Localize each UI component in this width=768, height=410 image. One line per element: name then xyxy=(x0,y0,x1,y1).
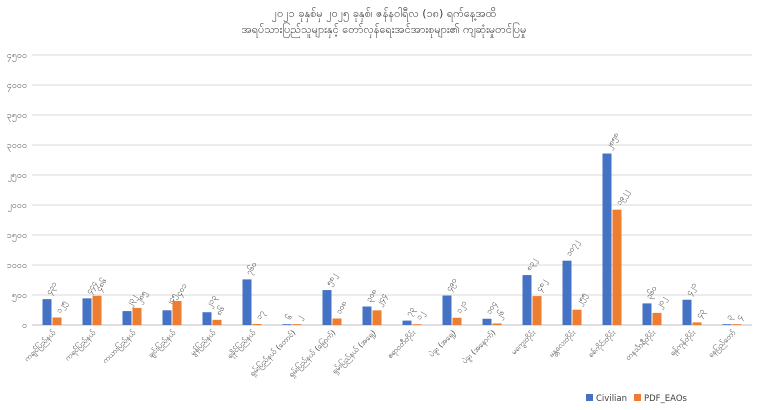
x-tick-label: ချင်းပြည်နယ် xyxy=(146,328,178,360)
x-tick-label: ကယားပြည်နယ် xyxy=(100,328,138,366)
y-tick-label: ၄၅၀၀ xyxy=(7,51,27,62)
bar-civilian xyxy=(682,299,692,325)
x-tick-label: ဧရာဝတီတိုင်း xyxy=(385,328,418,361)
x-tick-label: ကရင်ပြည်နယ် xyxy=(63,328,98,363)
bar-pdf-eaos xyxy=(732,324,742,325)
bar-pdf-eaos xyxy=(212,319,222,325)
x-tick-label: ရန်ကုန်တိုင်း xyxy=(668,328,698,358)
y-tick-label: ၃၀၀၀ xyxy=(7,141,27,152)
y-tick-label: ၂၅၀၀ xyxy=(7,171,27,182)
chart-title-line: ၂၀၂၁ ခုနှစ်မှ ၂၀၂၅ ခုနှစ်၊ ဇန်နဝါရီလ (၁၈… xyxy=(272,7,497,22)
data-label: ၁၀၈ xyxy=(334,299,349,315)
x-tick-label: ပဲခူး (အရှေ့) xyxy=(427,328,458,359)
gridlines xyxy=(32,54,752,326)
x-tick-label: စစ်ကိုင်းတိုင်း xyxy=(586,328,618,360)
bar-pdf-eaos xyxy=(372,310,382,325)
y-tick-label: ၂၀၀၀ xyxy=(7,201,27,212)
y-axis-ticks: ၀ ၅၀၀ ၁၀၀၀ ၁၅၀၀ ၂၀၀၀ ၂၅၀၀ ၃၀၀၀ ၃၅၀၀ ၄၀၀၀ ၄၅၀၀ xyxy=(7,51,27,331)
bar-civilian xyxy=(642,303,652,325)
bar-civilian xyxy=(242,279,252,325)
bar-pdf-eaos xyxy=(612,209,622,325)
data-label: ၆ xyxy=(283,312,294,321)
bar-civilian xyxy=(522,275,532,325)
data-label: ၂၈၅၈ xyxy=(604,131,622,152)
y-tick-label: ၄၀၀၀ xyxy=(7,81,27,92)
data-label: ၂၅၅ xyxy=(574,291,590,308)
data-label: ၁၂၁ xyxy=(454,299,470,316)
bar-pdf-eaos xyxy=(92,295,102,325)
data-label: ၁၂ xyxy=(414,309,428,322)
y-tick-label: ၃၅၀၀ xyxy=(7,111,27,122)
data-label: ၄၈၆ xyxy=(93,276,110,294)
bar-pdf-eaos xyxy=(532,296,542,325)
bar-civilian xyxy=(402,320,412,325)
bar-pdf-eaos xyxy=(692,322,702,325)
bar-pdf-eaos xyxy=(52,317,62,325)
x-tick-label: မကွေးတိုင်း xyxy=(509,328,538,357)
x-tick-label: ရခိုင်ပြည်နယ် xyxy=(225,328,258,361)
bar-civilian xyxy=(362,306,372,325)
data-label: ၇၆၀ xyxy=(243,260,260,278)
bar-civilian xyxy=(122,311,132,325)
data-label: ၄ xyxy=(734,313,746,322)
data-label: ၂၆ xyxy=(493,308,508,321)
data-label: ၂၀၂ xyxy=(654,295,670,311)
bar-pdf-eaos xyxy=(492,323,502,325)
y-tick-label: ၁၅၀၀ xyxy=(7,231,27,242)
legend: Civilian PDF_EAOs xyxy=(586,394,688,404)
chart-title-line: အရပ်သားပြည်သူများနှင့် တော်လှန်ရေးအင်အား… xyxy=(242,22,527,38)
data-label: ၈၆ xyxy=(213,304,226,317)
data-label: ၁၀၇၂ xyxy=(564,238,582,259)
x-tick-label: ကချင်ပြည်နယ် xyxy=(22,328,58,364)
y-tick-label: ၅၀၀ xyxy=(12,291,27,302)
x-tick-label: ရှမ်းပြည်နယ် (အရှေ့) xyxy=(330,328,378,376)
chart-title: ၂၀၂၁ ခုနှစ်မှ ၂၀၂၅ ခုနှစ်၊ ဇန်နဝါရီလ (၁၈… xyxy=(242,7,527,38)
bar-civilian xyxy=(562,260,572,325)
x-tick-label: မွန်ပြည်နယ် xyxy=(188,328,218,358)
data-label: ၁၂၅ xyxy=(54,299,70,316)
legend-swatch xyxy=(586,394,593,401)
bar-pdf-eaos xyxy=(652,312,662,325)
legend-entry: PDF_EAOs xyxy=(644,394,688,404)
x-tick-label: ပဲခူး (အနောက်) xyxy=(460,328,498,366)
x-axis-labels: ကချင်ပြည်နယ် ကရင်ပြည်နယ် ကယားပြည်နယ် ချင်းပ… xyxy=(22,328,738,380)
data-label: ၂၈၅ xyxy=(134,289,150,306)
bar-civilian xyxy=(202,312,212,325)
bar-pdf-eaos xyxy=(172,300,182,325)
data-label: ၅၈၂ xyxy=(324,271,340,288)
bar-civilian xyxy=(602,153,612,325)
bar-civilian xyxy=(82,298,92,325)
data-label: ၄၉၀ xyxy=(444,276,460,293)
bar-civilian xyxy=(482,318,492,325)
bar-civilian xyxy=(442,295,452,325)
bar-pdf-eaos xyxy=(132,307,142,325)
bar-civilian xyxy=(322,290,332,325)
data-label: ၂ xyxy=(294,313,306,322)
legend-entry: Civilian xyxy=(596,394,627,404)
bar-civilian xyxy=(722,324,732,325)
bar-pdf-eaos xyxy=(332,318,342,325)
bar-pdf-eaos xyxy=(252,323,262,325)
x-tick-label: မန္တလေးတိုင်း xyxy=(547,328,579,360)
y-tick-label: ၀ xyxy=(22,321,27,331)
bar-civilian xyxy=(42,299,52,325)
y-tick-label: ၁၀၀၀ xyxy=(7,261,27,271)
x-tick-label: တနင်္သာရီတိုင်း xyxy=(623,328,658,363)
bar-pdf-eaos xyxy=(292,324,302,325)
data-label: ၄၈၂ xyxy=(534,277,550,294)
x-tick-label: နေပြည်တော် xyxy=(706,328,738,360)
data-label: ၁၇ xyxy=(254,309,268,322)
data-label: ၃ xyxy=(724,313,736,322)
bar-pdf-eaos xyxy=(452,317,462,325)
bar-civilian xyxy=(162,310,172,325)
legend-swatch xyxy=(634,394,641,401)
bar-civilian xyxy=(282,324,292,325)
data-label: ၄၃ xyxy=(694,307,708,320)
bars: ၄၃၁၁၂၅၄၄၄၄၈၆၂၃၂၂၈၅ ၂၄၅၄၀၁၂၁၃၈၆၇၆၀၁၇၆၂၅၈၂၁… xyxy=(42,131,746,325)
bar-pdf-eaos xyxy=(572,309,582,325)
bar-pdf-eaos xyxy=(412,324,422,325)
